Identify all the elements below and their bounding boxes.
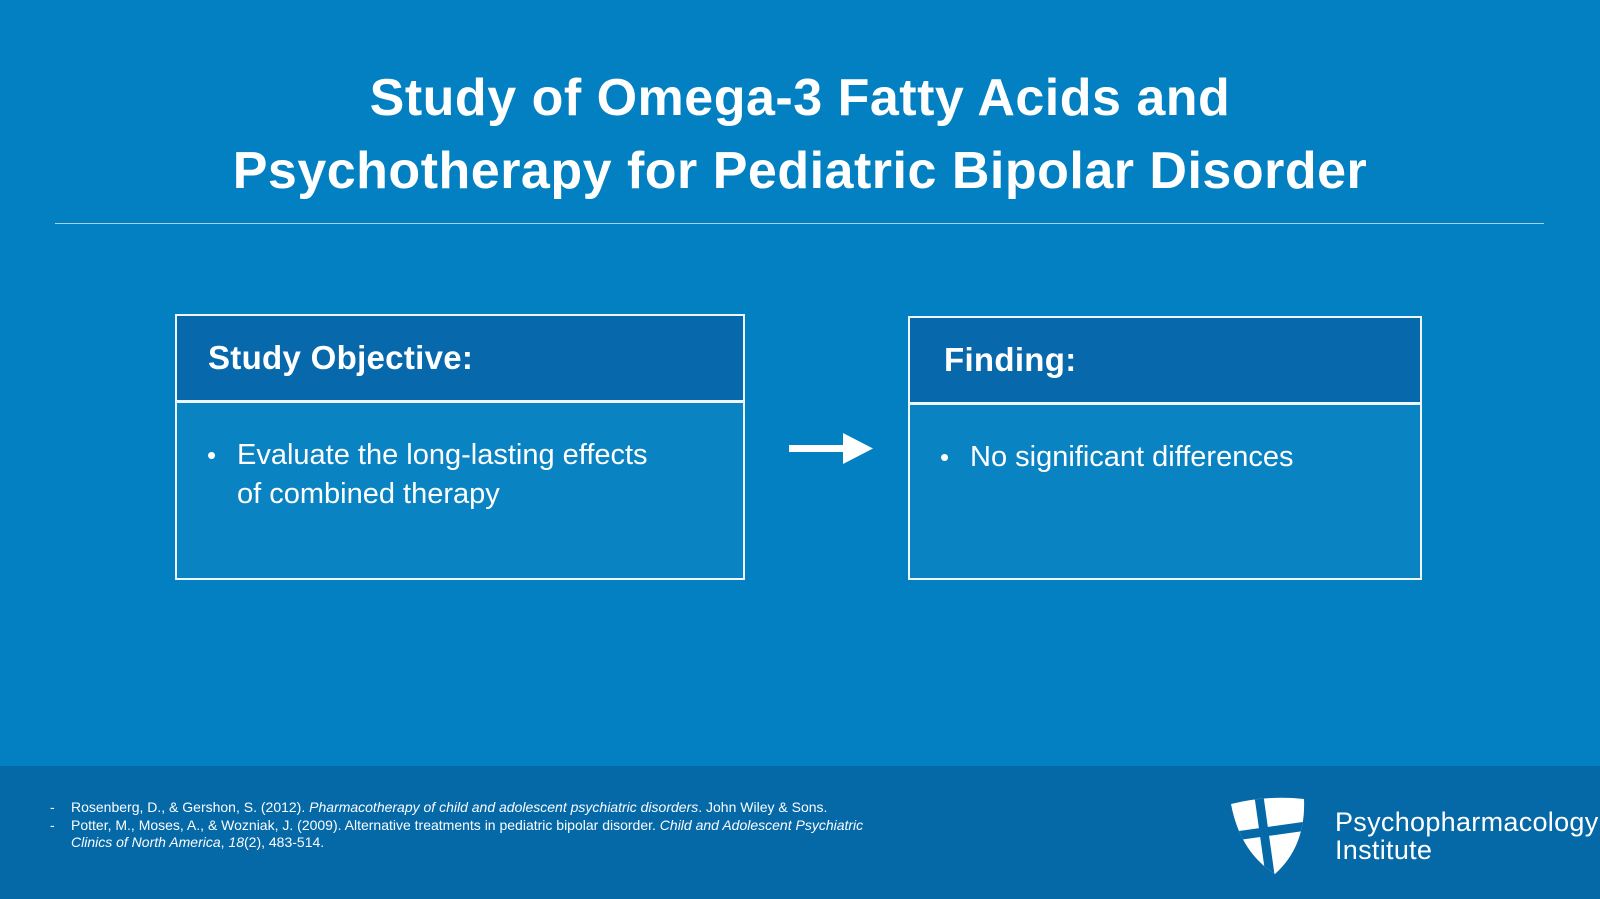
logo-text-line2: Institute <box>1335 835 1433 865</box>
footer-band: - Rosenberg, D., & Gershon, S. (2012). P… <box>0 766 1600 899</box>
study-objective-header: Study Objective: <box>177 316 743 403</box>
bullet-icon: • <box>940 442 950 472</box>
reference-list: - Rosenberg, D., & Gershon, S. (2012). P… <box>50 799 895 852</box>
finding-bullet: No significant differences <box>970 441 1294 473</box>
reference-item: - Potter, M., Moses, A., & Wozniak, J. (… <box>50 817 895 852</box>
reference-text: Potter, M., Moses, A., & Wozniak, J. (20… <box>71 816 864 851</box>
reference-item: - Rosenberg, D., & Gershon, S. (2012). P… <box>50 799 895 817</box>
bullet-icon: • <box>207 440 217 470</box>
page-title: Study of Omega-3 Fatty Acids and Psychot… <box>0 62 1600 208</box>
logo: Psychopharmacology Institute <box>1228 794 1599 876</box>
page-title-line1: Study of Omega-3 Fatty Acids and <box>369 69 1231 127</box>
reference-text: Rosenberg, D., & Gershon, S. (2012). Pha… <box>71 799 828 815</box>
finding-header: Finding: <box>910 318 1420 405</box>
logo-text: Psychopharmacology Institute <box>1335 794 1599 864</box>
page-title-line2: Psychotherapy for Pediatric Bipolar Diso… <box>232 142 1368 200</box>
reference-dash: - <box>50 816 55 833</box>
finding-body: • No significant differences <box>910 405 1420 578</box>
reference-dash: - <box>50 799 55 815</box>
finding-box: Finding: • No significant differences <box>908 316 1422 580</box>
arrow-right-icon <box>789 433 873 464</box>
finding-header-label: Finding: <box>944 341 1077 378</box>
study-objective-bullet: Evaluate the long-lasting effects of com… <box>237 439 648 510</box>
shield-icon <box>1231 797 1305 874</box>
study-objective-box: Study Objective: • Evaluate the long-las… <box>175 314 745 580</box>
logo-text-line1: Psychopharmacology <box>1335 807 1599 837</box>
study-objective-body: • Evaluate the long-lasting effects of c… <box>177 403 743 578</box>
title-divider <box>55 223 1544 224</box>
study-objective-header-label: Study Objective: <box>208 339 474 376</box>
